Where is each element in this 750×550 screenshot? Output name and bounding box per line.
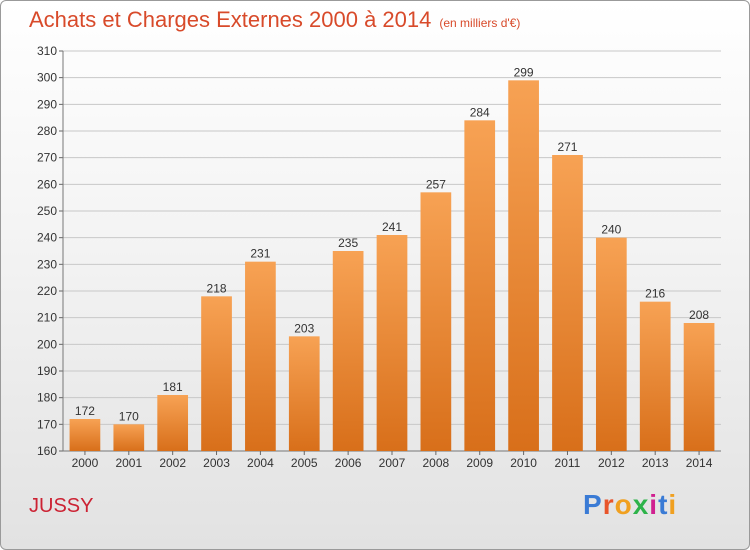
y-tick-label: 300 — [37, 71, 57, 85]
y-tick-label: 240 — [37, 231, 57, 245]
title-block: Achats et Charges Externes 2000 à 2014 (e… — [29, 7, 520, 33]
data-label: 299 — [514, 65, 534, 79]
data-label: 181 — [163, 380, 183, 394]
data-label: 216 — [645, 287, 665, 301]
data-label: 271 — [557, 140, 577, 154]
y-tick-label: 190 — [37, 364, 57, 378]
axes: 160 170 180 190 200 210 220 230 240 250 260 270 280 2… — [37, 44, 721, 470]
y-tick-label: 310 — [37, 44, 57, 58]
x-tick-label: 2000 — [72, 456, 99, 470]
data-label: 235 — [338, 236, 358, 250]
data-label: 241 — [382, 220, 402, 234]
x-tick-label: 2007 — [379, 456, 406, 470]
bar — [332, 251, 364, 451]
chart-title: Achats et Charges Externes 2000 à 2014 — [29, 7, 432, 32]
y-tick-label: 280 — [37, 124, 57, 138]
bars — [69, 80, 715, 452]
bar — [683, 323, 715, 451]
data-label: 172 — [75, 404, 95, 418]
x-tick-label: 2012 — [598, 456, 625, 470]
logo-letter: i — [668, 489, 678, 520]
bar — [288, 336, 320, 451]
x-tick-label: 2009 — [466, 456, 493, 470]
bar — [639, 301, 671, 451]
logo-letter: t — [658, 489, 669, 520]
y-tick-label: 290 — [37, 97, 57, 111]
logo-letter: P — [583, 489, 603, 520]
city-name: JUSSY — [29, 495, 94, 517]
y-tick-label: 250 — [37, 204, 57, 218]
data-label: 284 — [470, 105, 490, 119]
bar — [595, 237, 627, 451]
bar — [157, 395, 189, 451]
data-label: 170 — [119, 409, 139, 423]
bar — [464, 120, 496, 451]
logo-letter: i — [649, 489, 659, 520]
y-tick-label: 270 — [37, 151, 57, 165]
x-tick-label: 2008 — [423, 456, 450, 470]
y-tick-label: 200 — [37, 337, 57, 351]
y-tick-label: 260 — [37, 177, 57, 191]
x-tick-label: 2013 — [642, 456, 669, 470]
x-tick-label: 2001 — [115, 456, 142, 470]
bar — [420, 192, 452, 452]
x-tick-label: 2005 — [291, 456, 318, 470]
x-tick-label: 2014 — [686, 456, 713, 470]
logo-letter: r — [602, 489, 615, 520]
y-tick-label: 230 — [37, 257, 57, 271]
x-tick-label: 2003 — [203, 456, 230, 470]
bar — [508, 80, 539, 451]
logo-letter: x — [632, 489, 650, 520]
x-tick-label: 2010 — [510, 456, 537, 470]
y-tick-label: 170 — [37, 417, 57, 431]
data-label: 231 — [250, 247, 270, 261]
data-label: 208 — [689, 308, 709, 322]
data-labels: 172 170 181 218 231 203 235 241 257 284 299 271 240 2… — [75, 65, 709, 423]
data-label: 257 — [426, 177, 446, 191]
bar — [376, 235, 408, 451]
data-label: 203 — [294, 321, 314, 335]
y-tick-label: 210 — [37, 311, 57, 325]
bar — [69, 419, 101, 451]
chart-subtitle: (en milliers d'€) — [439, 16, 521, 30]
data-label: 218 — [207, 281, 227, 295]
x-tick-label: 2011 — [555, 456, 581, 470]
logo-letter: o — [614, 489, 633, 520]
data-label: 240 — [601, 223, 621, 237]
bar — [201, 296, 232, 451]
x-tick-label: 2004 — [247, 456, 274, 470]
y-tick-label: 180 — [37, 391, 57, 405]
x-tick-label: 2006 — [335, 456, 362, 470]
y-tick-label: 220 — [37, 284, 57, 298]
bar — [113, 424, 145, 451]
x-tick-label: 2002 — [159, 456, 186, 470]
bar — [552, 155, 583, 451]
y-tick-label: 160 — [37, 444, 57, 458]
bar — [245, 261, 276, 451]
proxiti-logo: Proxiti — [583, 489, 677, 521]
